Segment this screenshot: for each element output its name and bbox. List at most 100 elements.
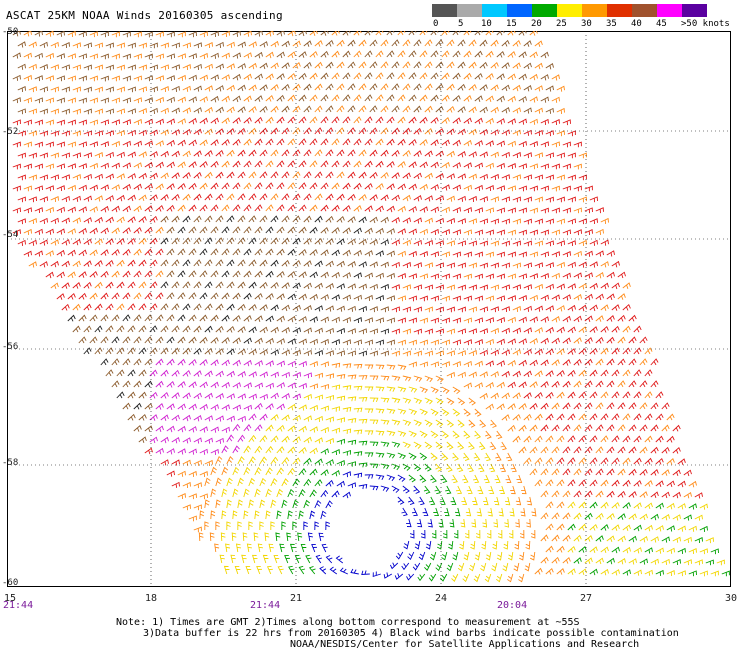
wind-barb	[589, 479, 598, 487]
wind-barb	[523, 392, 532, 399]
wind-barb	[254, 116, 263, 124]
wind-barb	[402, 172, 411, 179]
wind-barb	[182, 504, 191, 511]
wind-barb	[199, 493, 208, 500]
wind-barb	[485, 273, 494, 280]
wind-barb	[193, 482, 202, 489]
wind-barb	[226, 499, 232, 509]
wind-barb	[465, 507, 472, 517]
wind-barb	[452, 162, 461, 169]
wind-barb	[72, 195, 81, 202]
wind-barb	[314, 237, 323, 245]
wind-barb	[234, 565, 241, 575]
wind-barb	[254, 402, 263, 410]
wind-barb	[298, 338, 307, 345]
wind-barb	[297, 532, 303, 542]
wind-barb	[551, 468, 560, 476]
wind-barb	[589, 435, 598, 443]
wind-barb	[287, 182, 296, 190]
wind-barb	[160, 215, 169, 223]
wind-barb	[556, 435, 565, 443]
wind-barb	[309, 489, 317, 498]
wind-barb	[611, 325, 620, 333]
wind-barb	[501, 284, 510, 291]
wind-barb	[342, 72, 351, 80]
wind-barb	[639, 535, 648, 543]
wind-barb	[193, 281, 202, 289]
wind-barb	[540, 141, 549, 148]
wind-barb	[78, 271, 87, 278]
wind-barb	[254, 445, 263, 454]
wind-barb	[309, 426, 318, 433]
wind-barb	[469, 562, 476, 572]
wind-barb	[116, 86, 125, 93]
wind-barb	[270, 281, 279, 289]
wind-barb	[589, 457, 598, 465]
wind-barb	[166, 358, 175, 366]
wind-barb	[232, 226, 241, 234]
wind-barb	[529, 31, 538, 36]
wind-barb	[474, 50, 483, 58]
wind-barb	[650, 358, 659, 366]
wind-barb	[419, 430, 428, 438]
wind-barb	[435, 195, 444, 202]
wind-barb	[600, 457, 609, 465]
wind-barb	[144, 205, 153, 212]
wind-barb	[210, 359, 219, 366]
wind-barb	[505, 474, 512, 484]
wind-barb	[534, 327, 543, 334]
wind-barb	[468, 397, 476, 406]
wind-barb	[375, 250, 384, 257]
wind-barb	[199, 117, 208, 125]
wind-barb	[578, 457, 587, 465]
wind-barb	[375, 295, 384, 302]
wind-barb	[534, 240, 543, 247]
wind-barb	[188, 248, 197, 256]
wind-barb	[237, 393, 246, 400]
wind-barb	[397, 474, 406, 482]
wind-barb	[155, 336, 164, 344]
wind-barb	[50, 152, 59, 159]
wind-barb	[402, 194, 411, 202]
wind-barb	[375, 227, 384, 235]
wind-barb	[504, 496, 511, 506]
wind-barb	[226, 281, 235, 289]
wind-barb	[474, 317, 483, 324]
wind-barb	[160, 42, 169, 49]
wind-barb	[386, 295, 395, 302]
wind-barb	[204, 171, 213, 179]
wind-barb	[347, 149, 356, 157]
wind-barb	[468, 262, 477, 269]
wind-barb	[644, 547, 653, 554]
wind-barb	[497, 529, 503, 539]
wind-barb	[138, 194, 147, 202]
wind-barb	[622, 569, 631, 576]
wind-barb	[419, 183, 428, 191]
wind-barb	[364, 205, 373, 212]
wind-barb	[479, 84, 488, 91]
wind-barb	[144, 292, 153, 300]
wind-barb	[105, 64, 114, 71]
wind-barb	[479, 128, 488, 136]
wind-barb	[534, 370, 543, 377]
wind-barb	[534, 283, 543, 290]
wind-barb	[452, 94, 461, 102]
wind-barb	[314, 61, 323, 69]
wind-barb	[243, 116, 252, 124]
wind-barb	[397, 452, 407, 460]
wind-barb	[589, 568, 598, 576]
wind-barb	[45, 163, 54, 170]
wind-barb	[303, 521, 308, 531]
wind-barb	[441, 251, 450, 258]
wind-barb	[83, 281, 92, 289]
wind-barb	[424, 306, 433, 313]
wind-barb	[512, 240, 521, 247]
wind-barb	[402, 105, 411, 113]
wind-barb	[314, 437, 323, 444]
wind-barb	[210, 488, 217, 498]
wind-barb	[578, 369, 587, 377]
wind-barb	[545, 348, 554, 356]
wind-barb	[276, 73, 285, 80]
wind-barb	[358, 440, 368, 446]
wind-barb	[600, 524, 609, 531]
